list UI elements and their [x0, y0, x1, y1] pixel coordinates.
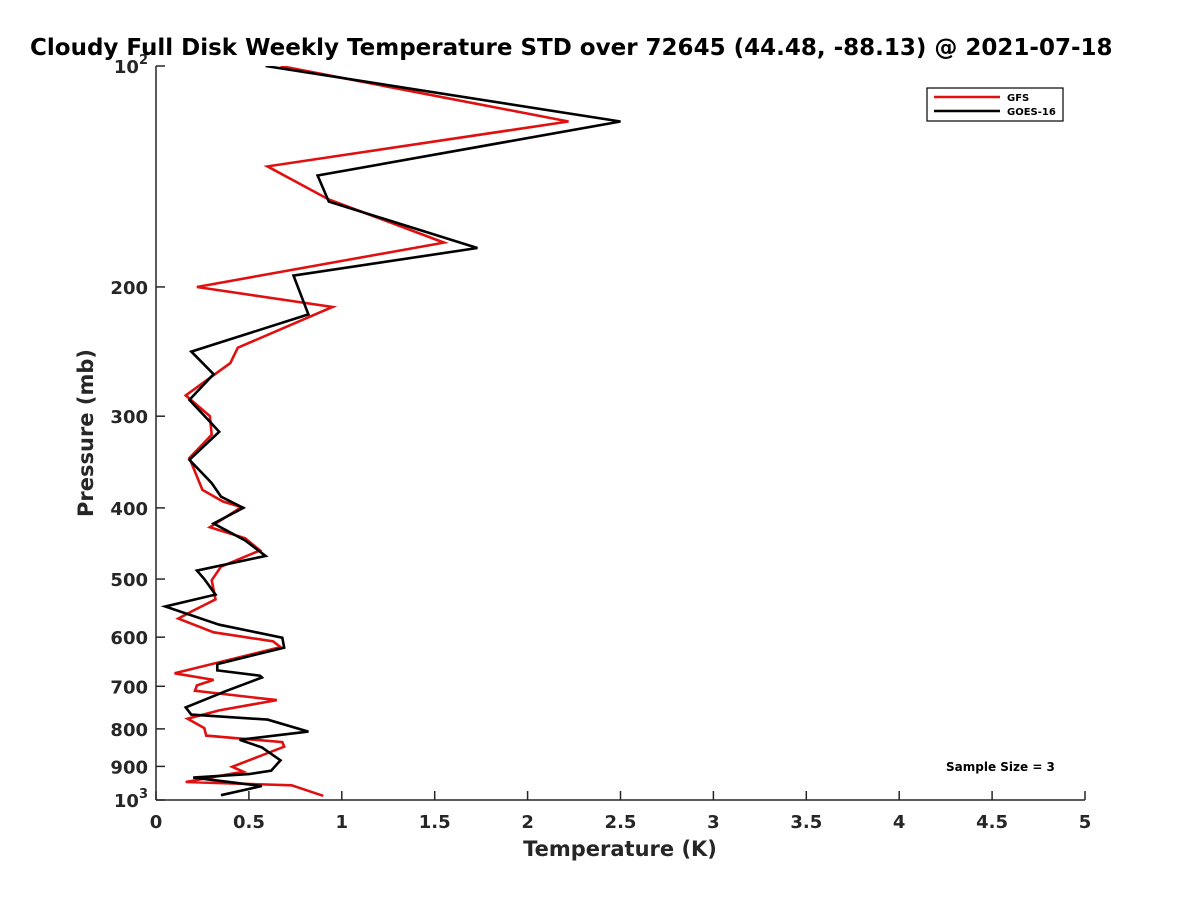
y-tick-label: 900: [110, 757, 148, 778]
x-tick-label: 2.5: [605, 812, 637, 833]
series-line-goes-16: [160, 66, 621, 797]
x-tick-label: 5: [1079, 812, 1092, 833]
y-tick-label: 102: [114, 53, 148, 78]
legend-label: GFS: [1007, 93, 1029, 104]
y-tick-label: 300: [110, 407, 148, 428]
sample-size-annotation: Sample Size = 3: [946, 760, 1055, 774]
x-tick-label: 1: [336, 812, 349, 833]
y-tick-label: 600: [110, 628, 148, 649]
x-tick-label: 3: [707, 812, 720, 833]
x-tick-label: 0: [150, 812, 163, 833]
y-tick-label: 200: [110, 278, 148, 299]
y-ticks: 102 200 300 400 500 600 700 800 900 103: [110, 53, 165, 812]
legend: GFS GOES-16: [926, 87, 1064, 122]
x-tick-label: 2: [521, 812, 534, 833]
y-axis-label: Pressure (mb): [74, 349, 98, 517]
x-tick-label: 0.5: [233, 812, 265, 833]
series-line-gfs: [174, 66, 569, 798]
x-ticks: 0 0.5 1 1.5 2 2.5 3 3.5 4 4.5 5: [150, 791, 1092, 833]
y-tick-label: 400: [110, 499, 148, 520]
y-tick-label: 800: [110, 720, 148, 741]
x-tick-label: 3.5: [790, 812, 822, 833]
y-tick-label: 500: [110, 570, 148, 591]
y-tick-label: 103: [114, 787, 148, 812]
x-tick-label: 4.5: [976, 812, 1008, 833]
series-layer: [160, 66, 621, 798]
x-tick-label: 4: [893, 812, 906, 833]
legend-label: GOES-16: [1007, 107, 1056, 118]
x-tick-label: 1.5: [419, 812, 451, 833]
legend-box: [926, 87, 1064, 122]
y-tick-label: 700: [110, 677, 148, 698]
x-axis-label: Temperature (K): [523, 837, 717, 861]
chart-title: Cloudy Full Disk Weekly Temperature STD …: [30, 35, 1113, 61]
